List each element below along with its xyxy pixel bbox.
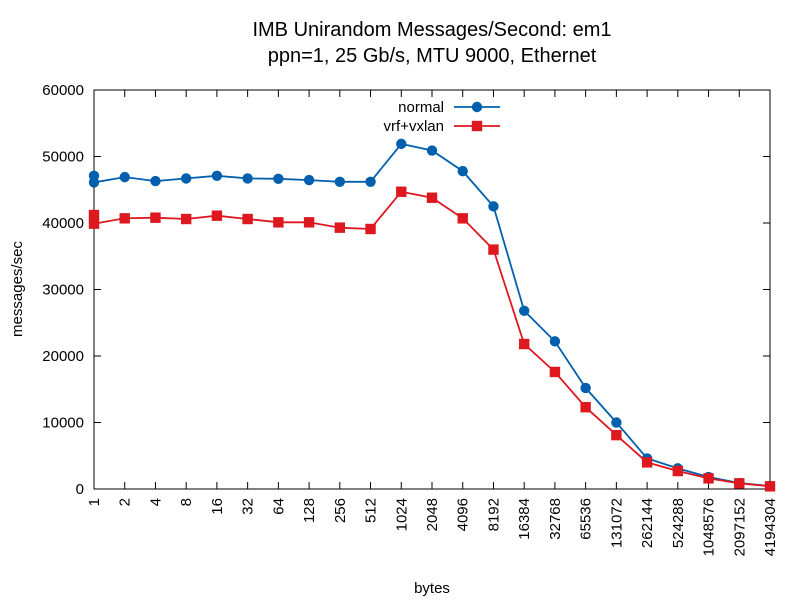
- x-axis-label: bytes: [414, 580, 450, 597]
- data-point: [180, 213, 192, 225]
- series-2: [88, 186, 776, 492]
- x-tick-label: 8: [178, 498, 195, 506]
- x-tick-label: 64: [270, 498, 287, 515]
- data-point: [273, 173, 284, 184]
- y-axis: 0 10000 20000 30000 40000 50000 60000: [42, 82, 770, 498]
- series-layer: [88, 138, 776, 492]
- data-point: [641, 457, 653, 468]
- data-point: [365, 176, 376, 187]
- y-tick-label: 10000: [42, 415, 84, 432]
- x-tick-label: 128: [301, 498, 318, 523]
- x-tick-label: 2: [117, 498, 134, 506]
- x-tick-label: 1024: [393, 498, 410, 531]
- data-point: [88, 177, 100, 188]
- data-point: [426, 145, 438, 156]
- x-tick-label: 16384: [516, 498, 533, 540]
- x-tick-label: 4096: [455, 498, 472, 531]
- data-point: [518, 305, 530, 316]
- x-tick-label: 2097152: [731, 498, 748, 556]
- data-point: [88, 209, 100, 221]
- data-point: [764, 481, 776, 492]
- x-tick-label: 524288: [670, 498, 687, 548]
- x-tick-label: 8192: [485, 498, 502, 531]
- data-point: [549, 366, 561, 378]
- legend-label: vrf+vxlan: [384, 118, 444, 135]
- series-line: [93, 190, 771, 488]
- x-tick-label: 512: [363, 498, 380, 523]
- data-point: [426, 192, 438, 203]
- x-tick-label: 131072: [608, 498, 625, 548]
- data-point: [611, 429, 622, 441]
- y-tick-label: 60000: [42, 82, 84, 99]
- x-tick-label: 4194304: [762, 498, 779, 556]
- legend-label: normal: [398, 99, 444, 116]
- x-tick-label: 1: [86, 498, 103, 506]
- legend-marker: [471, 120, 483, 132]
- y-tick-label: 40000: [42, 215, 84, 232]
- data-point: [457, 213, 468, 224]
- x-tick-label: 4: [147, 498, 164, 506]
- data-point: [488, 201, 499, 212]
- data-point: [303, 174, 315, 186]
- data-point: [488, 244, 499, 255]
- data-point: [365, 223, 376, 235]
- data-point: [703, 473, 714, 484]
- y-axis-label: messages/sec: [9, 241, 26, 337]
- data-point: [273, 217, 284, 228]
- legend-marker: [471, 101, 483, 113]
- x-tick-label: 32: [240, 498, 257, 515]
- x-tick-label: 1048576: [701, 498, 718, 556]
- data-point: [150, 175, 161, 187]
- data-point: [611, 417, 622, 428]
- chart-title: IMB Unirandom Messages/Second: em1: [252, 19, 611, 41]
- y-tick-label: 20000: [42, 348, 84, 365]
- x-tick-label: 32768: [547, 498, 564, 540]
- data-point: [242, 213, 253, 225]
- data-point: [242, 173, 253, 184]
- x-tick-label: 16: [209, 498, 226, 515]
- data-point: [150, 212, 161, 223]
- chart-subtitle: ppn=1, 25 Gb/s, MTU 9000, Ethernet: [268, 45, 597, 67]
- data-point: [549, 336, 561, 347]
- data-point: [180, 173, 192, 184]
- data-point: [580, 402, 591, 413]
- data-point: [580, 382, 591, 394]
- data-point: [88, 218, 100, 229]
- y-tick-label: 30000: [42, 282, 84, 299]
- data-point: [303, 217, 315, 228]
- x-tick-label: 65536: [578, 498, 595, 540]
- data-point: [396, 186, 407, 197]
- series-1: [88, 138, 776, 492]
- x-tick-label: 262144: [639, 498, 656, 548]
- data-point: [672, 465, 684, 477]
- data-point: [396, 138, 407, 150]
- y-tick-label: 0: [76, 481, 84, 498]
- data-point: [518, 338, 530, 350]
- x-tick-label: 256: [332, 498, 349, 523]
- data-point: [119, 171, 130, 183]
- x-tick-label: 2048: [424, 498, 441, 531]
- data-point: [334, 176, 346, 187]
- data-point: [734, 478, 745, 489]
- legend: normal vrf+vxlan: [384, 99, 500, 135]
- data-point: [211, 210, 223, 221]
- data-point: [119, 213, 130, 224]
- data-point: [211, 170, 223, 181]
- data-point: [457, 165, 468, 177]
- y-tick-label: 50000: [42, 149, 84, 166]
- x-axis: 1 2 4 8 16 32 64 128 256 512 1024 2048 4096 8192 16384…: [86, 90, 779, 556]
- data-point: [334, 222, 346, 233]
